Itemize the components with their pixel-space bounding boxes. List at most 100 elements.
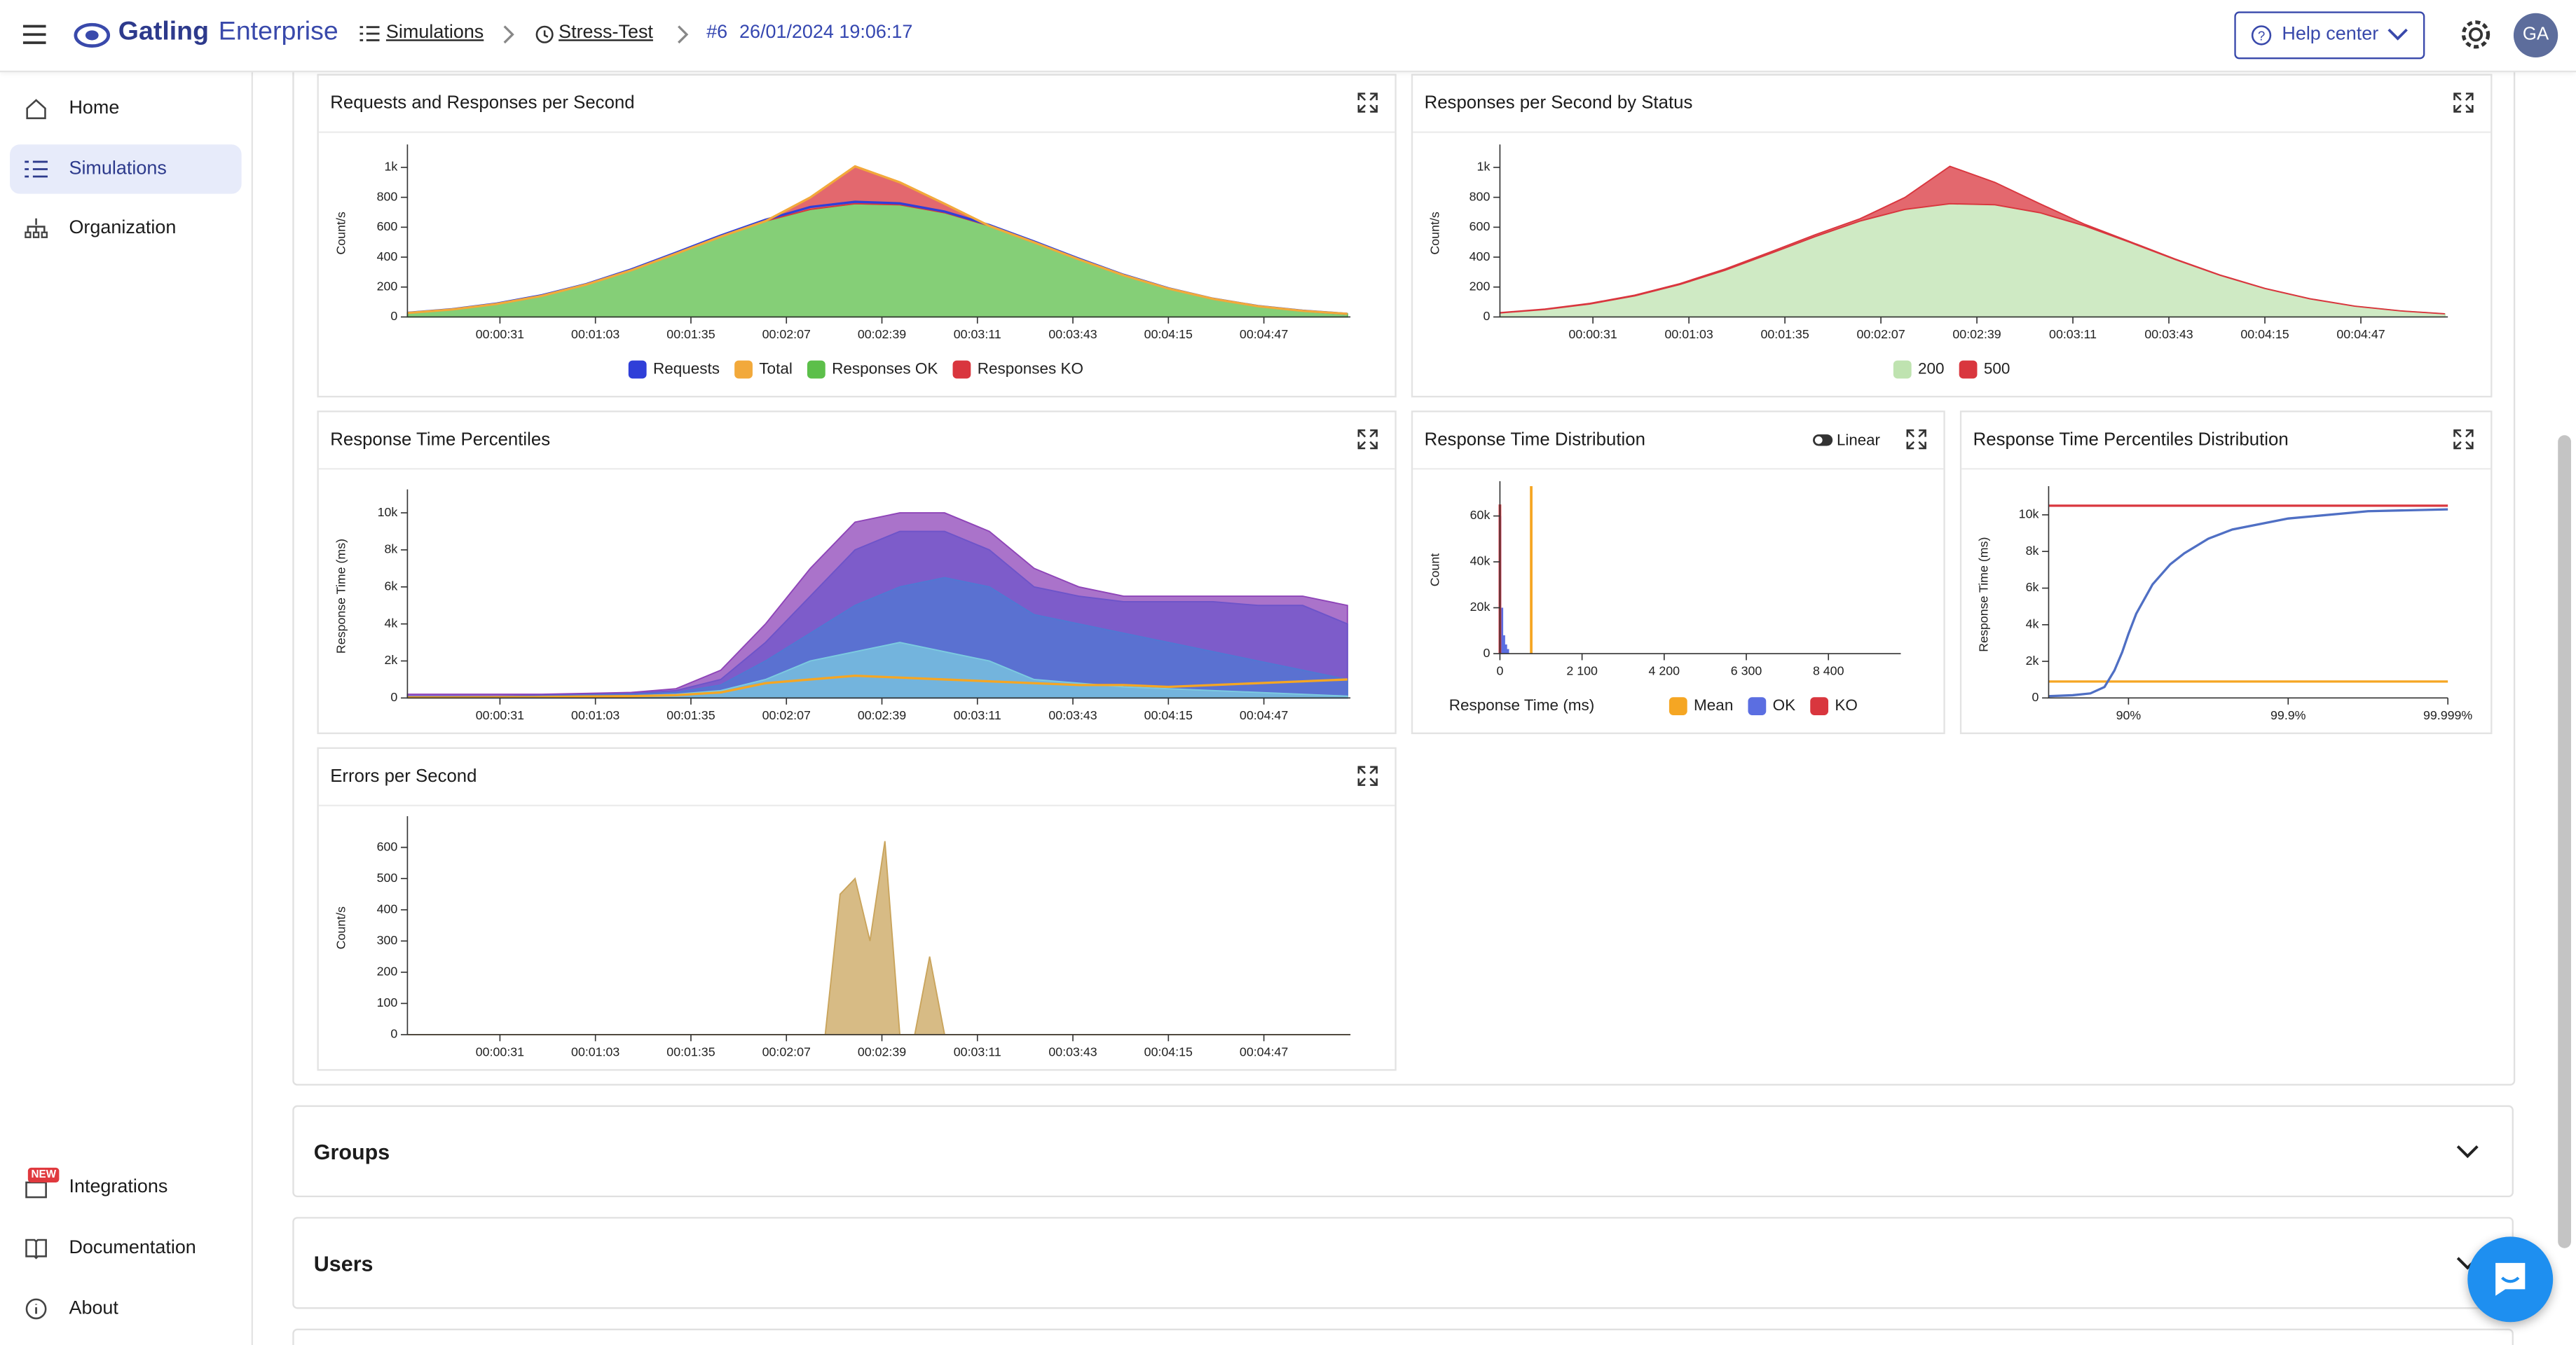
expand-icon[interactable] — [2453, 429, 2474, 450]
collapsible-section[interactable]: Users — [292, 1217, 2514, 1309]
help-button[interactable]: ? Help center — [2234, 11, 2425, 60]
brand-product[interactable]: Enterprise — [218, 18, 338, 46]
brand-name[interactable]: Gatling — [118, 18, 209, 46]
chart: 0 2k 4k 6k 8k 10k 90% 99.9% 99.999% Response Time… — [1977, 485, 2472, 722]
x-tick-label: 00:01:35 — [1760, 327, 1809, 341]
chart: 0 100 200 300 400 500 600 00:00:31 00:01:03 00:01… — [334, 816, 1351, 1058]
y-tick-label: 40k — [1470, 554, 1491, 568]
panel-header: Errors per Second — [318, 749, 1395, 807]
svg-text:?: ? — [2258, 28, 2265, 43]
y-tick-label: 100 — [377, 995, 398, 1009]
avatar[interactable]: GA — [2513, 13, 2558, 58]
series-area — [407, 841, 1351, 1035]
expand-icon[interactable] — [2453, 92, 2474, 113]
y-tick-label: 6k — [385, 579, 398, 593]
y-tick-label: 500 — [377, 871, 398, 885]
y-tick-label: 400 — [1469, 249, 1491, 263]
x-tick-label: 00:04:47 — [1240, 1044, 1288, 1058]
chart: 0 200 400 600 800 1k 00:00:31 00:01:03 00:01:35 0… — [334, 144, 1351, 379]
toggle-label: Linear — [1837, 432, 1880, 450]
y-tick-label: 8k — [385, 542, 398, 556]
breadcrumb-link[interactable]: Simulations — [385, 22, 484, 43]
menu-icon[interactable] — [22, 25, 46, 44]
y-tick-label: 400 — [377, 249, 398, 263]
panel-header: Requests and Responses per Second — [318, 76, 1395, 133]
legend-swatch — [807, 360, 825, 379]
collapsible-section[interactable]: Groups — [292, 1105, 2514, 1198]
legend-swatch — [628, 360, 647, 379]
nav-item[interactable]: Organization — [10, 204, 242, 253]
y-tick-label: 600 — [1469, 219, 1491, 233]
y-tick-label: 10k — [2019, 507, 2039, 521]
series-area — [1499, 202, 2446, 318]
logo-icon — [74, 22, 111, 48]
y-tick-label: 200 — [1469, 279, 1491, 293]
legend-swatch — [1669, 697, 1687, 715]
legend: Requests Total Responses OK Responses KO — [628, 359, 1083, 379]
nav-item[interactable]: Simulations — [10, 144, 242, 194]
panel-title: Requests and Responses per Second — [330, 93, 635, 113]
breadcrumb-link[interactable]: Stress-Test — [559, 22, 653, 43]
y-tick-label: 300 — [377, 933, 398, 947]
x-tick-label: 00:00:31 — [476, 1044, 524, 1058]
x-tick-label: 00:01:03 — [571, 708, 619, 722]
chevron-down — [2387, 28, 2408, 41]
nav-item[interactable]: About — [10, 1284, 242, 1333]
chat-icon — [2495, 1262, 2526, 1296]
y-axis-label: Count/s — [1428, 212, 1442, 254]
expand-icon[interactable] — [1357, 765, 1378, 786]
series-line — [407, 165, 1348, 315]
chevron — [678, 25, 689, 44]
nav-label: Documentation — [69, 1238, 196, 1258]
x-tick-label: 4 200 — [1649, 664, 1680, 678]
legend-label: 200 — [1918, 359, 1945, 377]
panel-title: Errors per Second — [330, 766, 477, 787]
legend-swatch — [1810, 697, 1829, 715]
x-tick-label: 99.999% — [2423, 708, 2472, 722]
legend-label: Requests — [653, 359, 720, 377]
panel-title: Response Time Percentiles Distribution — [1973, 430, 2289, 450]
x-tick-label: 00:01:03 — [1664, 327, 1713, 341]
panel-header: Response Time Distribution Linear — [1413, 412, 1944, 470]
legend: Mean OK KO — [1669, 696, 1858, 715]
scrollbar-thumb[interactable] — [2558, 435, 2571, 1248]
panel-title: Response Time Distribution — [1424, 430, 1645, 450]
expand-icon[interactable] — [1357, 429, 1378, 450]
x-tick-label: 00:02:39 — [1952, 327, 2001, 341]
list-icon — [359, 26, 380, 41]
y-tick-label: 20k — [1470, 600, 1491, 614]
toggle-switch[interactable] — [1812, 434, 1833, 447]
y-axis-label: Response Time (ms) — [334, 539, 348, 654]
x-tick-label: 99.9% — [2270, 708, 2306, 722]
y-tick-label: 0 — [1483, 646, 1490, 660]
panel-title: Response Time Percentiles — [330, 430, 551, 450]
x-tick-label: 00:04:15 — [1144, 708, 1193, 722]
charts-container — [292, 0, 2516, 1086]
y-axis-label: Count — [1428, 553, 1442, 587]
nav-label: Organization — [69, 218, 177, 238]
x-tick-label: 00:00:31 — [476, 708, 524, 722]
avatar-initials: GA — [2522, 25, 2549, 45]
x-tick-label: 0 — [1496, 664, 1503, 678]
expand-icon[interactable] — [1357, 92, 1378, 113]
nav-item[interactable]: Integrations — [10, 1163, 242, 1212]
legend-label: Mean — [1694, 696, 1733, 714]
nav-item[interactable]: Home — [10, 84, 242, 133]
nav-item[interactable]: Documentation — [10, 1224, 242, 1273]
panel-header: Response Time Percentiles — [318, 412, 1395, 470]
settings-icon[interactable] — [2456, 15, 2495, 54]
legend: 200 500 — [1893, 359, 2010, 379]
x-tick-label: 00:04:47 — [2336, 327, 2385, 341]
section-title: Groups — [313, 1140, 390, 1165]
series-area — [1499, 165, 2445, 315]
collapsible-section[interactable] — [292, 1328, 2514, 1345]
chat-button[interactable] — [2467, 1236, 2554, 1323]
y-tick-label: 800 — [1469, 189, 1491, 203]
run-number: #6 — [706, 22, 728, 43]
list-icon — [25, 160, 48, 178]
y-tick-label: 400 — [377, 902, 398, 916]
y-axis-label: Count/s — [334, 212, 348, 254]
y-tick-label: 4k — [385, 616, 398, 630]
chart-panel: Errors per Second 0 100 200 300 400 500 600 00:0… — [317, 747, 1397, 1071]
expand-icon[interactable] — [1905, 429, 1926, 450]
